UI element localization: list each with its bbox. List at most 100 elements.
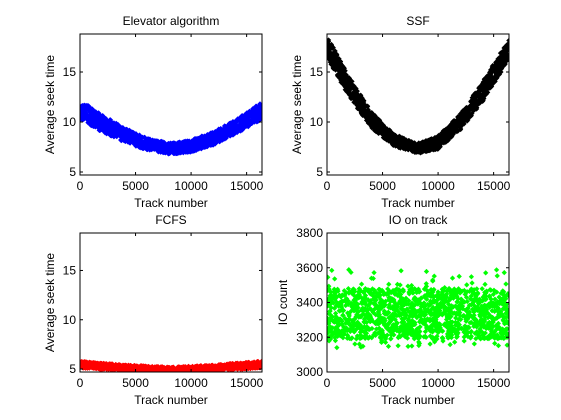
ssf-data-points bbox=[327, 37, 509, 156]
ssf-data-point bbox=[489, 68, 495, 74]
fcfs-axes-box bbox=[79, 232, 263, 373]
elevator-data-point bbox=[107, 120, 114, 127]
elevator-data-point bbox=[224, 133, 230, 140]
ssf-data-point bbox=[346, 75, 352, 81]
io-data-point bbox=[490, 291, 496, 298]
ssf-y-tick-label: 5 bbox=[316, 165, 323, 179]
ssf-data-point bbox=[502, 61, 508, 67]
ssf-data-point bbox=[391, 135, 397, 141]
elevator-data-point bbox=[114, 126, 120, 132]
io-data-point bbox=[332, 338, 339, 344]
ssf-data-point bbox=[345, 80, 351, 86]
elevator-data-point bbox=[119, 127, 125, 133]
ssf-data-point bbox=[399, 135, 405, 141]
fcfs-data-point bbox=[177, 365, 183, 372]
elevator-data-point bbox=[249, 111, 256, 117]
fcfs-data-point bbox=[204, 367, 210, 372]
ssf-data-point bbox=[505, 56, 509, 62]
io-data-point bbox=[346, 267, 352, 273]
ssf-data-point bbox=[438, 134, 444, 140]
elevator-data-point bbox=[170, 149, 176, 155]
elevator-data-point bbox=[255, 106, 261, 112]
elevator-data-point bbox=[107, 127, 113, 133]
elevator-data-point bbox=[118, 136, 124, 142]
ssf-data-point bbox=[341, 73, 347, 80]
elevator-data-point bbox=[90, 121, 96, 128]
io-data-point bbox=[434, 333, 440, 339]
fcfs-y-tick-label: 10 bbox=[63, 313, 77, 327]
elevator-data-point bbox=[197, 142, 203, 148]
elevator-data-point bbox=[124, 137, 131, 143]
io-data-point bbox=[387, 336, 394, 342]
fcfs-data-point bbox=[208, 362, 215, 369]
ssf-data-point bbox=[328, 42, 335, 49]
io-data-point bbox=[462, 291, 468, 297]
fcfs-data-point bbox=[233, 364, 239, 370]
elevator-data-point bbox=[109, 132, 116, 138]
fcfs-data-point bbox=[96, 361, 102, 367]
elevator-data-point bbox=[229, 129, 236, 135]
elevator-data-point bbox=[156, 148, 162, 154]
ssf-data-point bbox=[450, 131, 456, 138]
fcfs-data-point bbox=[148, 365, 155, 371]
elevator-data-point bbox=[236, 116, 243, 122]
elevator-data-point bbox=[91, 116, 98, 123]
ssf-data-point bbox=[502, 52, 509, 59]
elevator-data-point bbox=[181, 138, 188, 145]
ssf-data-point bbox=[374, 115, 380, 121]
ssf-data-point bbox=[499, 50, 506, 56]
fcfs-data-point bbox=[162, 368, 168, 372]
io-data-point bbox=[371, 270, 377, 276]
elevator-data-point bbox=[99, 114, 105, 120]
elevator-y-axis-label: Average seek time bbox=[43, 55, 57, 154]
io-data-point bbox=[327, 274, 331, 280]
elevator-data-point bbox=[244, 119, 250, 125]
elevator-data-point bbox=[246, 122, 253, 128]
ssf-data-point bbox=[475, 98, 481, 104]
ssf-data-point bbox=[458, 116, 465, 122]
ssf-data-point bbox=[462, 116, 469, 122]
elevator-data-point bbox=[143, 138, 149, 144]
fcfs-data-point bbox=[258, 360, 262, 366]
fcfs-data-point bbox=[212, 364, 218, 371]
fcfs-data-point bbox=[246, 360, 252, 366]
elevator-data-point bbox=[160, 139, 166, 145]
fcfs-data-point bbox=[84, 359, 90, 365]
elevator-data-point bbox=[96, 116, 102, 122]
elevator-data-point bbox=[251, 118, 258, 125]
elevator-data-point bbox=[155, 138, 161, 144]
elevator-y-tick-label: 10 bbox=[63, 115, 77, 129]
ssf-x-tick-label: 10000 bbox=[421, 179, 455, 193]
fcfs-data-point bbox=[255, 364, 261, 370]
io-data-point bbox=[404, 306, 410, 312]
ssf-data-point bbox=[460, 108, 466, 114]
elevator-x-tick-label: 5000 bbox=[122, 179, 149, 193]
elevator-data-point bbox=[150, 141, 156, 147]
ssf-data-point bbox=[362, 103, 368, 109]
io-data-point bbox=[490, 323, 496, 330]
elevator-data-point bbox=[168, 141, 174, 147]
io-data-point bbox=[332, 276, 338, 282]
ssf-data-point bbox=[435, 144, 441, 150]
ssf-y-axis-label: Average seek time bbox=[290, 55, 304, 154]
io-data-point bbox=[493, 267, 500, 273]
io-data-point bbox=[473, 335, 479, 342]
fcfs-data-point bbox=[158, 364, 164, 370]
elevator-data-point bbox=[100, 119, 106, 125]
ssf-data-point bbox=[369, 122, 375, 128]
fcfs-x-tick-label: 5000 bbox=[122, 376, 149, 390]
ssf-data-point bbox=[449, 120, 455, 127]
ssf-data-point bbox=[354, 92, 360, 98]
elevator-data-point bbox=[84, 115, 90, 121]
fcfs-x-tick-label: 15000 bbox=[230, 376, 264, 390]
elevator-title: Elevator algorithm bbox=[123, 14, 220, 28]
ssf-data-point bbox=[386, 132, 392, 138]
ssf-data-point bbox=[480, 92, 487, 98]
ssf-data-point bbox=[357, 95, 363, 101]
io-data-point bbox=[334, 345, 340, 351]
ssf-data-point bbox=[368, 113, 375, 119]
ssf-axes-box bbox=[326, 33, 510, 176]
elevator-x-tick-label: 0 bbox=[77, 179, 84, 193]
ssf-data-point bbox=[363, 117, 370, 124]
